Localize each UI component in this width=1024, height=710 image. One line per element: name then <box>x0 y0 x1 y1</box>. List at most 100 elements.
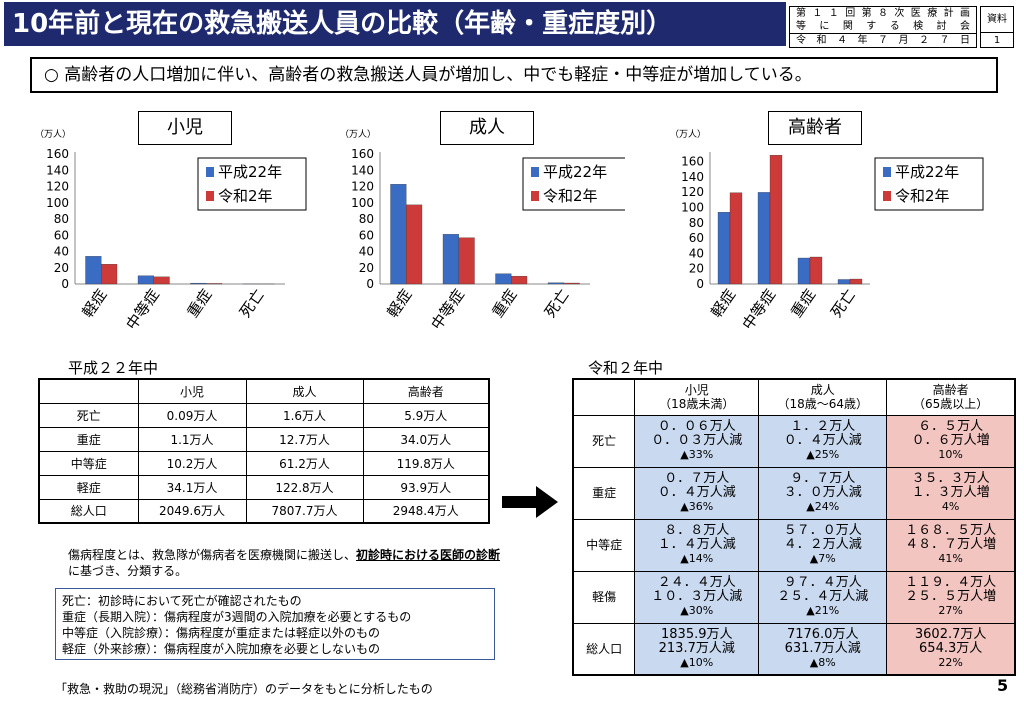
table-cell: 軽症 <box>38 474 139 500</box>
table-cell: 5.9万人 <box>362 402 490 428</box>
table-cell: ０．７万人 ０．４万人減 ▲36% <box>634 466 760 520</box>
x-tick-label: 死亡 <box>541 286 573 321</box>
table-cell: 34.0万人 <box>362 426 490 452</box>
definition-severe: 重症（長期入院）：傷病程度が3週間の入院加療を必要とするもの <box>62 610 412 624</box>
table-cell: １６８．５万人 ４８．７万人増 41% <box>886 518 1016 572</box>
legend-swatch <box>206 167 214 177</box>
legend-label: 令和2年 <box>895 187 950 205</box>
bar <box>206 283 223 285</box>
table-row: 重症 ０．７万人 ０．４万人減 ▲36% ９．７万人 ３．０万人減 ▲24% ３５．３万人 １．… <box>572 466 1016 520</box>
legend-box <box>874 157 984 211</box>
x-tick-label: 軽症 <box>384 286 416 321</box>
meeting-info-box: 第１１回第８次医療計画 等に関する検討会 令和４年７月２７日 <box>789 6 977 48</box>
table-row: 死亡 ０．０６万人 ０．０３万人減 ▲33% １．２万人 ０．４万人減 ▲25% ６．５万人 ０… <box>572 414 1016 468</box>
table-header-cell: 小児 （18歳未満） <box>634 378 760 416</box>
y-tick-label: 20 <box>689 262 704 276</box>
x-tick-label: 重症 <box>787 286 819 321</box>
y-tick-label: 20 <box>359 261 374 275</box>
table-cell: 1.6万人 <box>245 402 364 428</box>
y-tick-label: 60 <box>359 228 374 242</box>
table-row: 軽傷 ２４．４万人 １０．３万人減 ▲30% ９７．４万人 ２５．４万人減 ▲21% １１９．… <box>572 570 1016 624</box>
legend-swatch <box>883 167 891 177</box>
legend-label: 平成22年 <box>543 163 607 181</box>
table-cell: 2049.6万人 <box>137 498 247 524</box>
table-cell: ３５．３万人 １．３万人増 4% <box>886 466 1016 520</box>
table-row: 中等症 10.2万人 61.2万人 119.8万人 <box>38 450 490 476</box>
table-row: 中等症 ８．８万人 １．４万人減 ▲14% ５７．０万人 ４．２万人減 ▲7% １６８．５万人… <box>572 518 1016 572</box>
y-tick-label: 40 <box>689 246 704 260</box>
table-row: 総人口 1835.9万人 213.7万人減 ▲10% 7176.0万人 631.7万人減 ▲… <box>572 622 1016 676</box>
legend-label: 平成22年 <box>895 163 959 181</box>
y-tick-label: 160 <box>681 155 704 169</box>
legend-swatch <box>883 191 891 201</box>
severity-note-text2: に基づき、分類する。 <box>68 564 188 578</box>
table-cell: 34.1万人 <box>137 474 247 500</box>
y-tick-label: 100 <box>681 201 704 215</box>
x-tick-label: 軽症 <box>707 286 739 321</box>
table-cell: 3602.7万人 654.3万人 22% <box>886 622 1016 676</box>
page-number: 5 <box>997 676 1009 695</box>
y-tick-label: 160 <box>46 147 69 161</box>
y-tick-label: 100 <box>46 196 69 210</box>
bar <box>101 264 118 285</box>
bar <box>511 275 528 285</box>
severity-note: 傷病程度とは、救急隊が傷病者を医療機関に搬送し、初診時における医師の診断に基づき… <box>68 547 508 579</box>
definition-death: 死亡：初診時において死亡が確認されたもの <box>62 594 302 608</box>
x-tick-label: 重症 <box>184 286 216 321</box>
bar <box>809 256 823 285</box>
table-cell: 1.1万人 <box>137 426 247 452</box>
chart-title-elderly: 高齢者 <box>768 111 862 145</box>
y-tick-label: 0 <box>696 277 704 291</box>
table-cell: １．２万人 ０．４万人減 ▲25% <box>758 414 888 468</box>
x-tick-label: 中等症 <box>739 286 780 333</box>
y-tick-label: 40 <box>54 245 69 259</box>
bar <box>717 212 731 285</box>
table-cell: 12.7万人 <box>245 426 364 452</box>
severity-note-underline: 初診時における医師の診断 <box>356 548 501 562</box>
right-arrow-icon <box>502 486 558 518</box>
bar <box>849 278 863 285</box>
bar <box>495 273 512 285</box>
definition-mild: 軽症（外来診療）：傷病程度が入院加療を必要としないもの <box>62 642 381 656</box>
table-cell: 総人口 <box>38 498 139 524</box>
y-tick-label: 120 <box>351 180 374 194</box>
y-tick-label: 0 <box>366 277 374 291</box>
table-header-cell: 高齢者 （65歳以上） <box>886 378 1016 416</box>
legend-box <box>197 157 307 211</box>
severity-note-text1: 傷病程度とは、救急隊が傷病者を医療機関に搬送し、 <box>68 548 357 562</box>
table-cell: ９．７万人 ３．０万人減 ▲24% <box>758 466 888 520</box>
bar <box>757 192 771 285</box>
table-cell: ５７．０万人 ４．２万人減 ▲7% <box>758 518 888 572</box>
y-axis-unit-label: （万人） <box>340 129 376 140</box>
table-cell: 61.2万人 <box>245 450 364 476</box>
table-header-row: 小児 成人 高齢者 <box>38 378 490 404</box>
table-header-cell: 成人 （18歳～64歳） <box>758 378 888 416</box>
table-cell: 高齢者 <box>362 378 490 404</box>
bar <box>190 282 207 285</box>
row-label: 総人口 <box>572 622 636 676</box>
table-cell: ９７．４万人 ２５．４万人減 ▲21% <box>758 570 888 624</box>
y-tick-label: 120 <box>46 180 69 194</box>
table-row: 軽症 34.1万人 122.8万人 93.9万人 <box>38 474 490 500</box>
y-tick-label: 40 <box>359 245 374 259</box>
table-r2: 小児 （18歳未満） 成人 （18歳～64歳） 高齢者 （65歳以上） 死亡 ０．０６万人 ０．… <box>572 378 1016 676</box>
row-label: 中等症 <box>572 518 636 572</box>
data-source: 「救急・救助の現況」（総務省消防庁）のデータをもとに分析したもの <box>55 682 433 696</box>
table-header-cell <box>572 378 636 416</box>
y-axis-unit-label: （万人） <box>35 129 71 140</box>
row-label: 軽傷 <box>572 570 636 624</box>
summary-box: ○ 高齢者の人口増加に伴い、高齢者の救急搬送人員が増加し、中でも軽症・中等症が増… <box>30 57 998 93</box>
table-cell: ６．５万人 ０．６万人増 10% <box>886 414 1016 468</box>
y-tick-label: 60 <box>689 231 704 245</box>
y-axis-unit-label: （万人） <box>670 129 706 140</box>
table-cell: 7176.0万人 631.7万人減 ▲8% <box>758 622 888 676</box>
row-label: 重症 <box>572 466 636 520</box>
table-cell: 119.8万人 <box>362 450 490 476</box>
bar <box>137 275 154 285</box>
bar <box>563 282 580 285</box>
bar <box>797 257 811 285</box>
table-cell: 1835.9万人 213.7万人減 ▲10% <box>634 622 760 676</box>
bar <box>729 192 743 285</box>
table-cell: 10.2万人 <box>137 450 247 476</box>
legend-label: 令和2年 <box>543 187 598 205</box>
